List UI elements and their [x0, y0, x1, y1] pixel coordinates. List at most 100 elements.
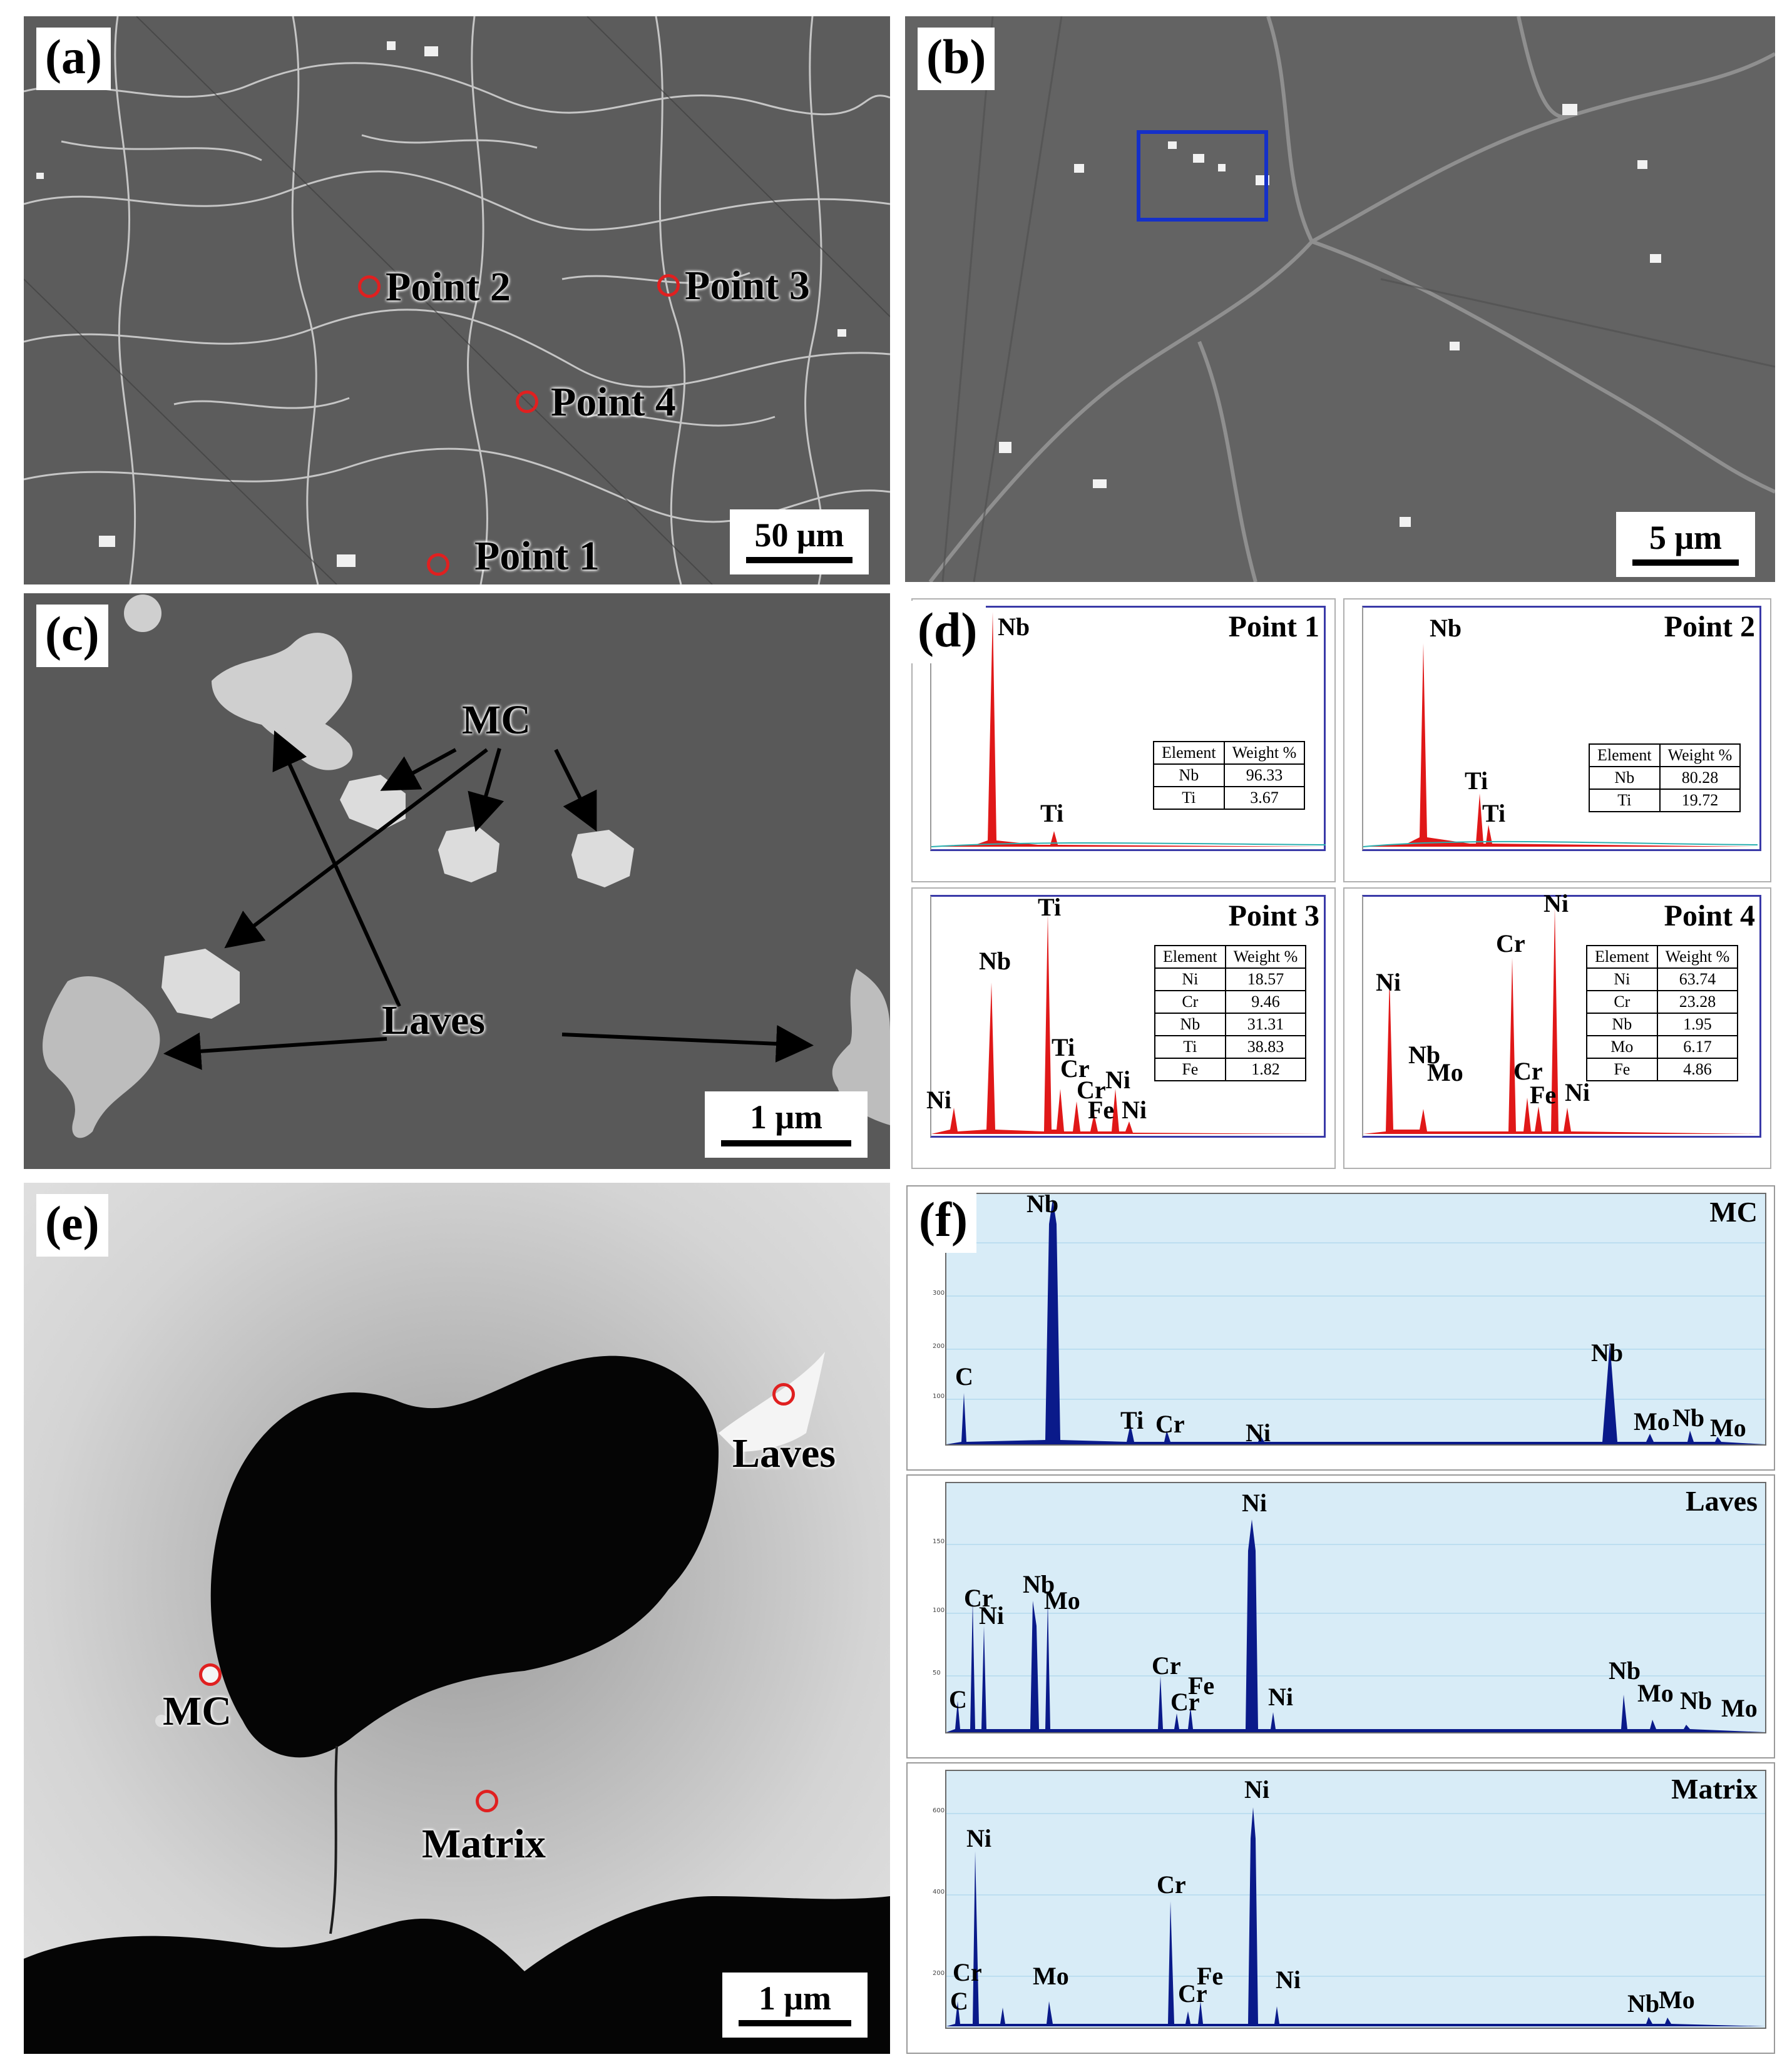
- peak-label: Cr: [1178, 1979, 1207, 2008]
- table-cell: 9.46: [1224, 990, 1307, 1014]
- table-header: Element: [1154, 945, 1226, 969]
- peak-label: Nb: [1672, 1404, 1705, 1432]
- table-cell: Cr: [1586, 990, 1658, 1014]
- peak-label: Mo: [1634, 1407, 1670, 1436]
- scale-bar-e-text: 1 μm: [758, 1979, 832, 2017]
- peak-label: Fe: [1197, 1962, 1224, 1990]
- table-cell: 3.67: [1223, 786, 1306, 810]
- label-mc-c: MC: [462, 697, 531, 743]
- peak-label: Ni: [926, 1086, 951, 1114]
- y-tick: 300: [933, 1290, 945, 1297]
- table-cell: Ti: [1153, 786, 1225, 810]
- table-header: Element: [1589, 743, 1661, 767]
- peak-label: Nb: [1027, 1190, 1059, 1218]
- peak-label: Nb: [998, 613, 1030, 641]
- table-cell: 19.72: [1659, 789, 1741, 812]
- peak-label: Nb: [1591, 1339, 1624, 1367]
- peak-label: Cr: [1155, 1410, 1185, 1438]
- peak-label: Ni: [979, 1601, 1004, 1630]
- peak-label: Mo: [1721, 1694, 1758, 1722]
- peak-label: Ti: [1040, 799, 1064, 827]
- table-cell: Ti: [1154, 1035, 1226, 1059]
- table-header: Weight %: [1659, 743, 1741, 767]
- panel-f: MC 400 300 200 100 Nb C Ti Cr Ni Nb Mo N…: [905, 1183, 1775, 2054]
- peak-label: Cr: [1152, 1651, 1181, 1680]
- table-header: Weight %: [1223, 741, 1306, 765]
- peak-label: Cr: [1170, 1688, 1200, 1716]
- peak-label: Ti: [1482, 799, 1506, 827]
- peak-label: Ni: [1242, 1489, 1267, 1517]
- table-cell: Ti: [1589, 789, 1661, 812]
- peak-label: Ni: [1105, 1066, 1130, 1094]
- peak-label: Cr: [1060, 1054, 1090, 1083]
- label-laves-e: Laves: [732, 1431, 836, 1476]
- scale-bar-e: 1 μm: [722, 1973, 868, 2038]
- table-cell: Nb: [1586, 1013, 1658, 1036]
- table-cell: Nb: [1154, 1013, 1226, 1036]
- peak-label: Mo: [1044, 1586, 1080, 1615]
- table-cell: 63.74: [1656, 967, 1739, 991]
- eds-spectrum-matrix: Matrix 600 400 200 Ni Ni Cr Mo Cr C Fe C…: [906, 1762, 1775, 2054]
- peak-label: Cr: [1513, 1057, 1543, 1085]
- scale-bar-b: 5 μm: [1616, 512, 1755, 577]
- scale-bar-a-line: [746, 557, 852, 563]
- peak-label: Ni: [1122, 1096, 1147, 1124]
- sem-micrograph-a: [24, 16, 890, 584]
- table-cell: 80.28: [1659, 766, 1741, 790]
- peak-label: Ti: [1038, 893, 1062, 921]
- table-cell: Cr: [1154, 990, 1226, 1014]
- panel-d: Point 1 Nb Ti Element Weight % Nb 96.33 Ti…: [905, 593, 1775, 1169]
- peak-label: Ti: [1120, 1406, 1144, 1434]
- eds-spectrum-point-2: Point 2 Nb Ti Ti Element Weight % Nb 80.28…: [1343, 598, 1771, 882]
- label-point-2: Point 2: [386, 264, 511, 310]
- table-cell: 18.57: [1224, 967, 1307, 991]
- spectrum-title-mc: MC: [1709, 1196, 1758, 1228]
- scale-bar-c: 1 μm: [705, 1091, 868, 1158]
- peak-label: Cr: [1157, 1871, 1186, 1899]
- spectrum-frame: [1362, 606, 1761, 851]
- table-cell: Fe: [1586, 1058, 1658, 1081]
- peak-label: Mo: [1637, 1679, 1674, 1707]
- table-cell: Nb: [1153, 763, 1225, 787]
- peak-label: Mo: [1033, 1962, 1069, 1990]
- peak-label: Nb: [1609, 1656, 1641, 1685]
- peak-label: Ni: [1246, 1419, 1271, 1447]
- label-mc-e: MC: [163, 1688, 232, 1734]
- marker-matrix-e: [476, 1790, 498, 1812]
- marker-laves-e: [772, 1383, 795, 1406]
- spectrum-title-3: Point 3: [1228, 899, 1319, 932]
- table-cell: 4.86: [1656, 1058, 1739, 1081]
- y-tick: 100: [933, 1393, 945, 1400]
- y-tick: 50: [933, 1670, 941, 1677]
- marker-point-1: [427, 553, 449, 576]
- sem-micrograph-b: [905, 16, 1775, 582]
- table-cell: Nb: [1589, 766, 1661, 790]
- spectrum-frame: [1362, 895, 1761, 1138]
- peak-label: Ni: [1276, 1966, 1301, 1994]
- panel-label-c: (c): [36, 605, 108, 667]
- peak-label: Nb: [1627, 1989, 1660, 2018]
- table-cell: 23.28: [1656, 990, 1739, 1014]
- table-cell: 38.83: [1224, 1035, 1307, 1059]
- composition-table-2: Element Weight % Nb 80.28 Ti 19.72: [1589, 743, 1741, 812]
- scale-bar-c-line: [721, 1140, 851, 1146]
- peak-label: Ti: [1052, 1033, 1075, 1061]
- marker-mc-e: [199, 1663, 222, 1686]
- panel-label-f: (f): [910, 1190, 976, 1253]
- y-tick: 400: [933, 1889, 945, 1896]
- label-point-1: Point 1: [474, 533, 600, 579]
- table-cell: Fe: [1154, 1058, 1226, 1081]
- eds-spectrum-point-4: Point 4 Ni Cr Ni Nb Mo Cr Fe Ni Element W…: [1343, 887, 1771, 1169]
- y-tick: 600: [933, 1807, 945, 1814]
- spectrum-frame: [930, 606, 1326, 851]
- panel-label-e: (e): [36, 1194, 108, 1257]
- eds-spectrum-point-3: Point 3 Ti Nb Ni Ti Cr Cr Fe Ni Ni Eleme…: [911, 887, 1336, 1169]
- peak-label: Nb: [1408, 1041, 1441, 1069]
- label-point-4: Point 4: [551, 379, 676, 425]
- peak-label: Cr: [1077, 1076, 1106, 1104]
- peak-label: Nb: [979, 947, 1011, 975]
- label-point-3: Point 3: [685, 263, 810, 309]
- y-tick: 200: [933, 1970, 945, 1977]
- spectrum-plot-2: [1363, 643, 1758, 847]
- marker-point-4: [516, 390, 538, 413]
